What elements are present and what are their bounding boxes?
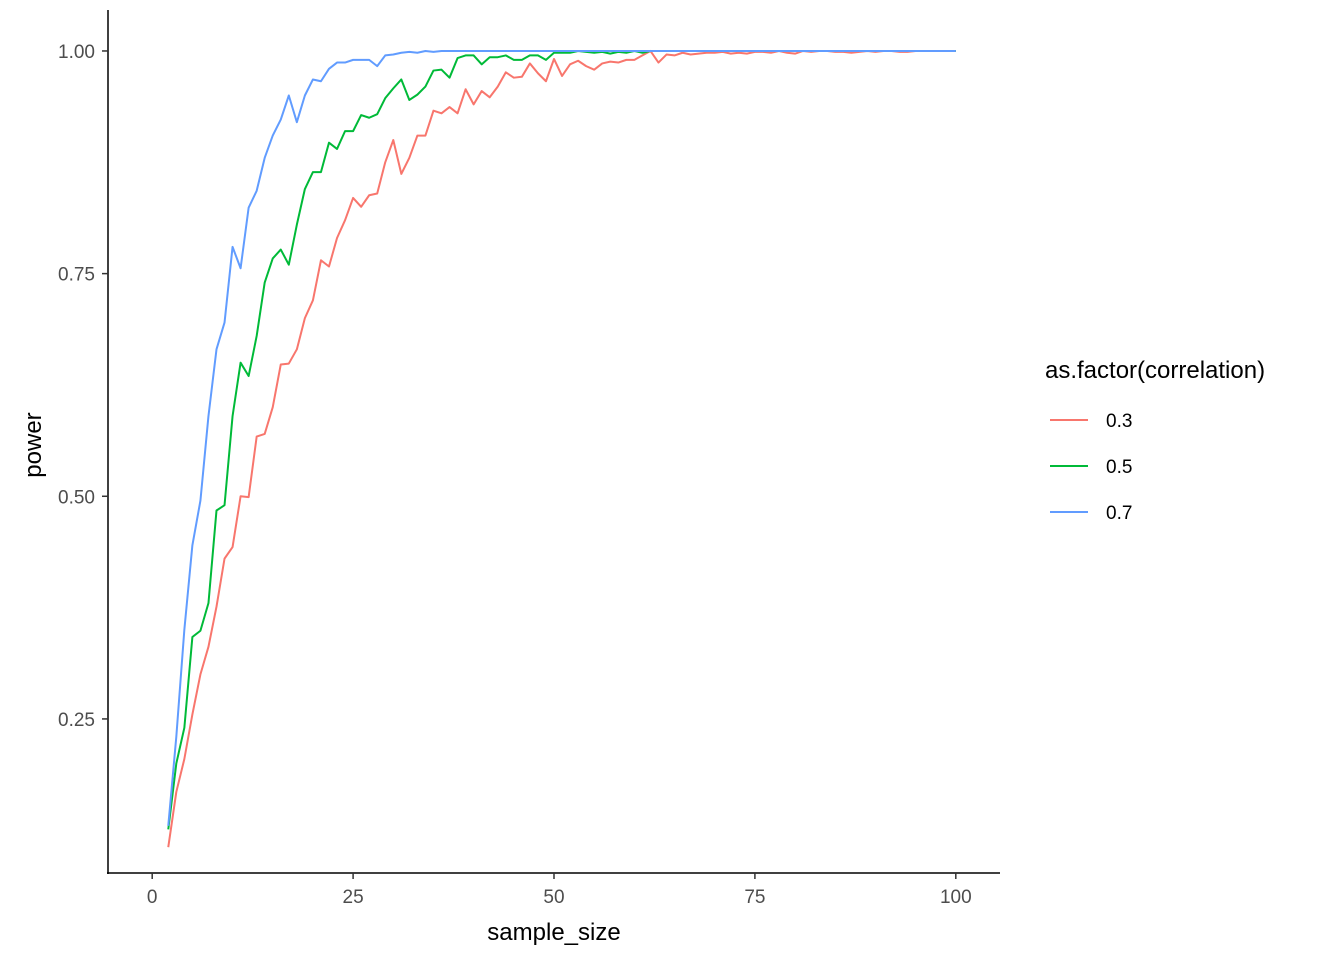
x-tick-label: 0 [147,887,158,908]
y-axis: 0.25 0.50 0.75 1.00 [58,42,108,731]
y-tick-label: 0.25 [58,710,95,731]
y-tick-label: 0.75 [58,265,95,286]
x-tick-label: 25 [343,887,364,908]
y-tick-label: 0.50 [58,487,95,508]
x-axis: 0 25 50 75 100 [147,873,972,908]
legend-label-0-3: 0.3 [1106,411,1132,432]
x-tick-label: 100 [940,887,972,908]
x-tick-label: 50 [543,887,564,908]
y-tick-label: 1.00 [58,42,95,63]
legend-label-0-7: 0.7 [1106,503,1132,524]
series-line-0-7 [167,49,956,826]
series-line-0-5 [167,49,956,830]
x-tick-label: 75 [744,887,765,908]
x-axis-title: sample_size [487,919,620,946]
series-line-0-3 [167,49,956,848]
legend: as.factor(correlation) 0.3 0.5 0.7 [1045,357,1265,524]
plot-lines [167,49,956,848]
y-axis-title: power [20,412,47,477]
legend-title: as.factor(correlation) [1045,357,1265,384]
legend-label-0-5: 0.5 [1106,457,1132,478]
axes [107,10,1000,874]
